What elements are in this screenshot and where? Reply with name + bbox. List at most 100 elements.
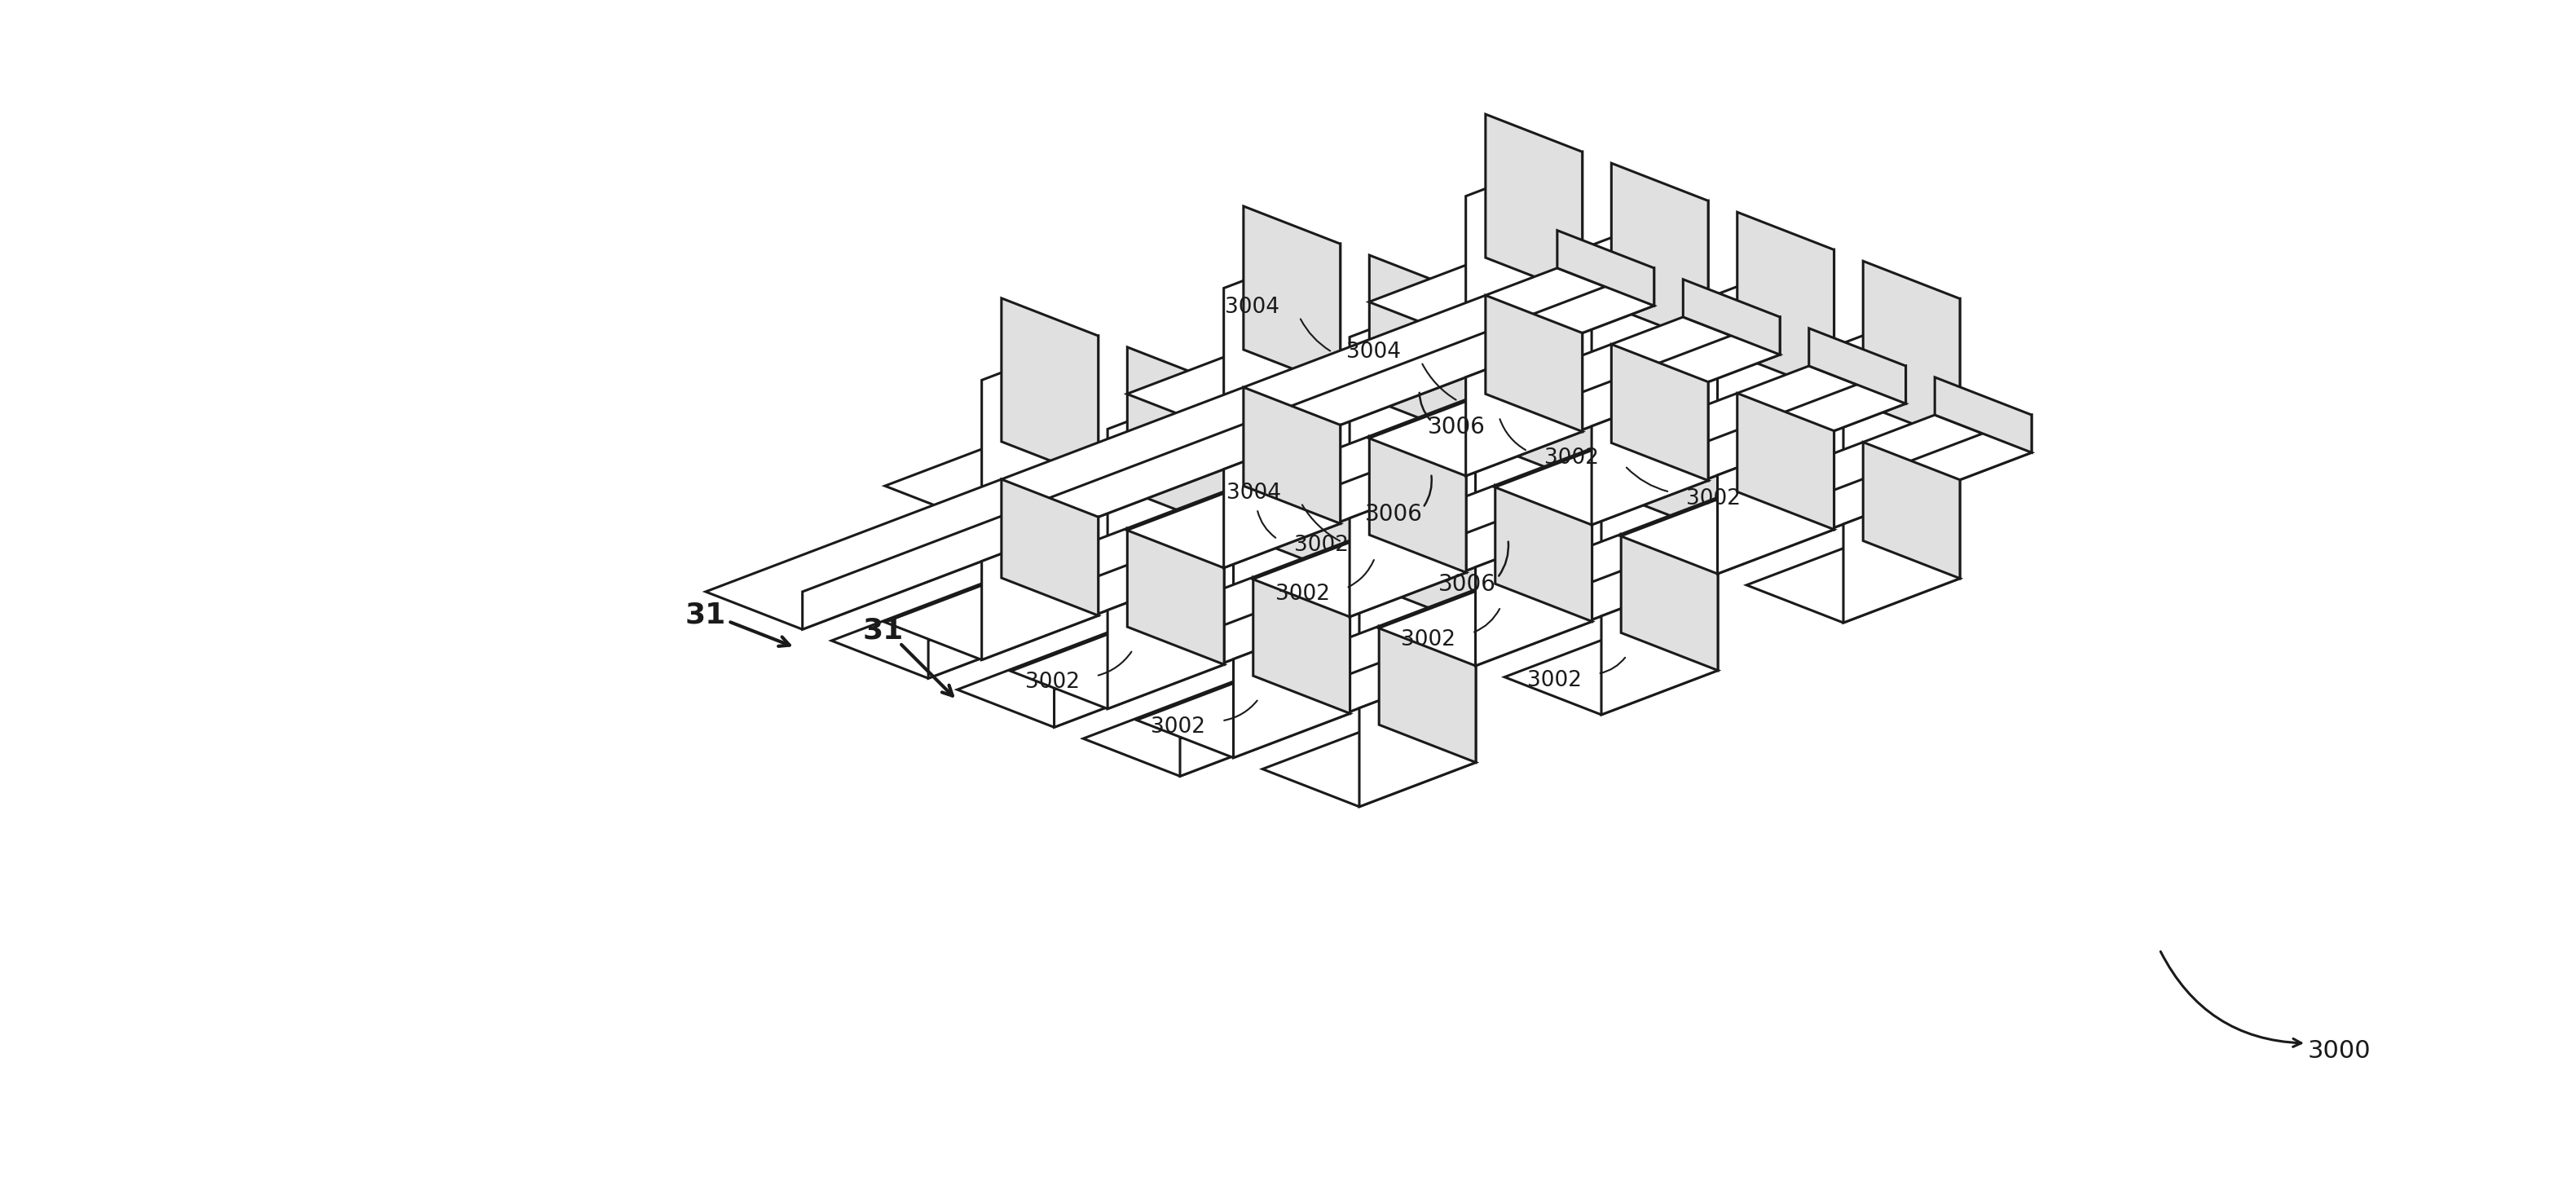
Polygon shape xyxy=(981,517,1097,660)
Polygon shape xyxy=(706,268,1654,629)
Polygon shape xyxy=(1736,393,1834,529)
Polygon shape xyxy=(1718,431,1834,574)
Polygon shape xyxy=(1126,350,1340,431)
Polygon shape xyxy=(1718,249,1834,437)
Polygon shape xyxy=(1494,443,1708,524)
Text: 3006: 3006 xyxy=(1365,503,1422,526)
Polygon shape xyxy=(1180,415,2032,776)
Polygon shape xyxy=(1486,115,1582,295)
Polygon shape xyxy=(1620,491,1834,574)
Polygon shape xyxy=(1620,353,1718,534)
Polygon shape xyxy=(1108,566,1224,709)
Polygon shape xyxy=(1350,293,1466,481)
Polygon shape xyxy=(1010,627,1224,709)
Polygon shape xyxy=(1602,572,1718,715)
Polygon shape xyxy=(1682,280,1780,354)
Polygon shape xyxy=(1494,307,1708,389)
Text: 3002: 3002 xyxy=(1151,717,1206,738)
Text: 3002: 3002 xyxy=(1293,535,1347,556)
Polygon shape xyxy=(1935,377,2032,452)
Polygon shape xyxy=(1378,583,1592,666)
Polygon shape xyxy=(886,442,1097,523)
Polygon shape xyxy=(832,317,1780,678)
Polygon shape xyxy=(1128,347,1224,528)
Polygon shape xyxy=(1002,298,1097,479)
Polygon shape xyxy=(958,366,1906,727)
Polygon shape xyxy=(1747,541,1960,622)
Polygon shape xyxy=(1378,445,1476,626)
Polygon shape xyxy=(1262,725,1476,807)
Polygon shape xyxy=(1136,676,1350,758)
Polygon shape xyxy=(1126,485,1340,568)
Polygon shape xyxy=(1736,213,1834,393)
Text: 3004: 3004 xyxy=(1224,296,1280,318)
Polygon shape xyxy=(1808,328,1906,404)
Polygon shape xyxy=(1234,433,1350,621)
Polygon shape xyxy=(1252,399,1466,481)
Text: 3002: 3002 xyxy=(1528,670,1582,691)
Polygon shape xyxy=(1747,405,1960,487)
Polygon shape xyxy=(1504,633,1718,715)
Polygon shape xyxy=(1360,664,1476,807)
Polygon shape xyxy=(1244,387,1340,523)
Text: 3002: 3002 xyxy=(1687,488,1741,509)
Polygon shape xyxy=(1002,479,1097,615)
Text: 3006: 3006 xyxy=(1437,573,1497,595)
Polygon shape xyxy=(1558,230,1654,306)
Polygon shape xyxy=(1602,391,1718,579)
Polygon shape xyxy=(1620,355,1834,437)
Polygon shape xyxy=(1252,535,1466,616)
Polygon shape xyxy=(1592,201,1708,389)
Polygon shape xyxy=(804,268,1654,629)
Polygon shape xyxy=(1476,523,1592,666)
Polygon shape xyxy=(1252,578,1350,713)
Polygon shape xyxy=(1378,448,1592,529)
Polygon shape xyxy=(927,317,1780,678)
Polygon shape xyxy=(1494,485,1592,621)
Polygon shape xyxy=(1378,626,1476,763)
Polygon shape xyxy=(1368,394,1582,476)
Polygon shape xyxy=(1234,615,1350,758)
Text: 3004: 3004 xyxy=(1347,341,1401,363)
Polygon shape xyxy=(1136,540,1350,621)
Polygon shape xyxy=(1252,396,1350,578)
Polygon shape xyxy=(1082,415,2032,776)
Polygon shape xyxy=(1108,385,1224,573)
Polygon shape xyxy=(1862,442,1960,579)
Polygon shape xyxy=(1504,496,1718,579)
Text: 3002: 3002 xyxy=(1025,672,1079,693)
Polygon shape xyxy=(1370,255,1466,436)
Polygon shape xyxy=(1262,588,1476,671)
Polygon shape xyxy=(1844,299,1960,487)
Text: 3000: 3000 xyxy=(2308,1039,2370,1063)
Polygon shape xyxy=(1466,333,1582,476)
Text: 3002: 3002 xyxy=(1543,448,1600,469)
Polygon shape xyxy=(1128,528,1224,665)
Polygon shape xyxy=(1486,295,1582,431)
Polygon shape xyxy=(1224,425,1340,568)
Polygon shape xyxy=(1476,341,1592,529)
Polygon shape xyxy=(1244,207,1340,387)
Text: 3002: 3002 xyxy=(1401,628,1455,650)
Polygon shape xyxy=(1370,436,1466,573)
Polygon shape xyxy=(1494,304,1592,485)
Polygon shape xyxy=(981,335,1097,523)
Polygon shape xyxy=(1368,257,1582,340)
Polygon shape xyxy=(886,578,1097,660)
Polygon shape xyxy=(1613,344,1708,481)
Text: 3002: 3002 xyxy=(1275,583,1329,605)
Polygon shape xyxy=(1466,152,1582,340)
Polygon shape xyxy=(1360,483,1476,671)
Polygon shape xyxy=(1350,474,1466,616)
Polygon shape xyxy=(1592,381,1708,524)
Polygon shape xyxy=(1620,534,1718,671)
Polygon shape xyxy=(1862,261,1960,442)
Text: 3004: 3004 xyxy=(1226,483,1280,503)
Text: 31: 31 xyxy=(863,616,904,645)
Polygon shape xyxy=(1613,163,1708,344)
Text: 31: 31 xyxy=(685,601,726,628)
Text: 3006: 3006 xyxy=(1427,416,1486,438)
Polygon shape xyxy=(1844,479,1960,622)
Polygon shape xyxy=(1224,243,1340,431)
Polygon shape xyxy=(1010,490,1224,573)
